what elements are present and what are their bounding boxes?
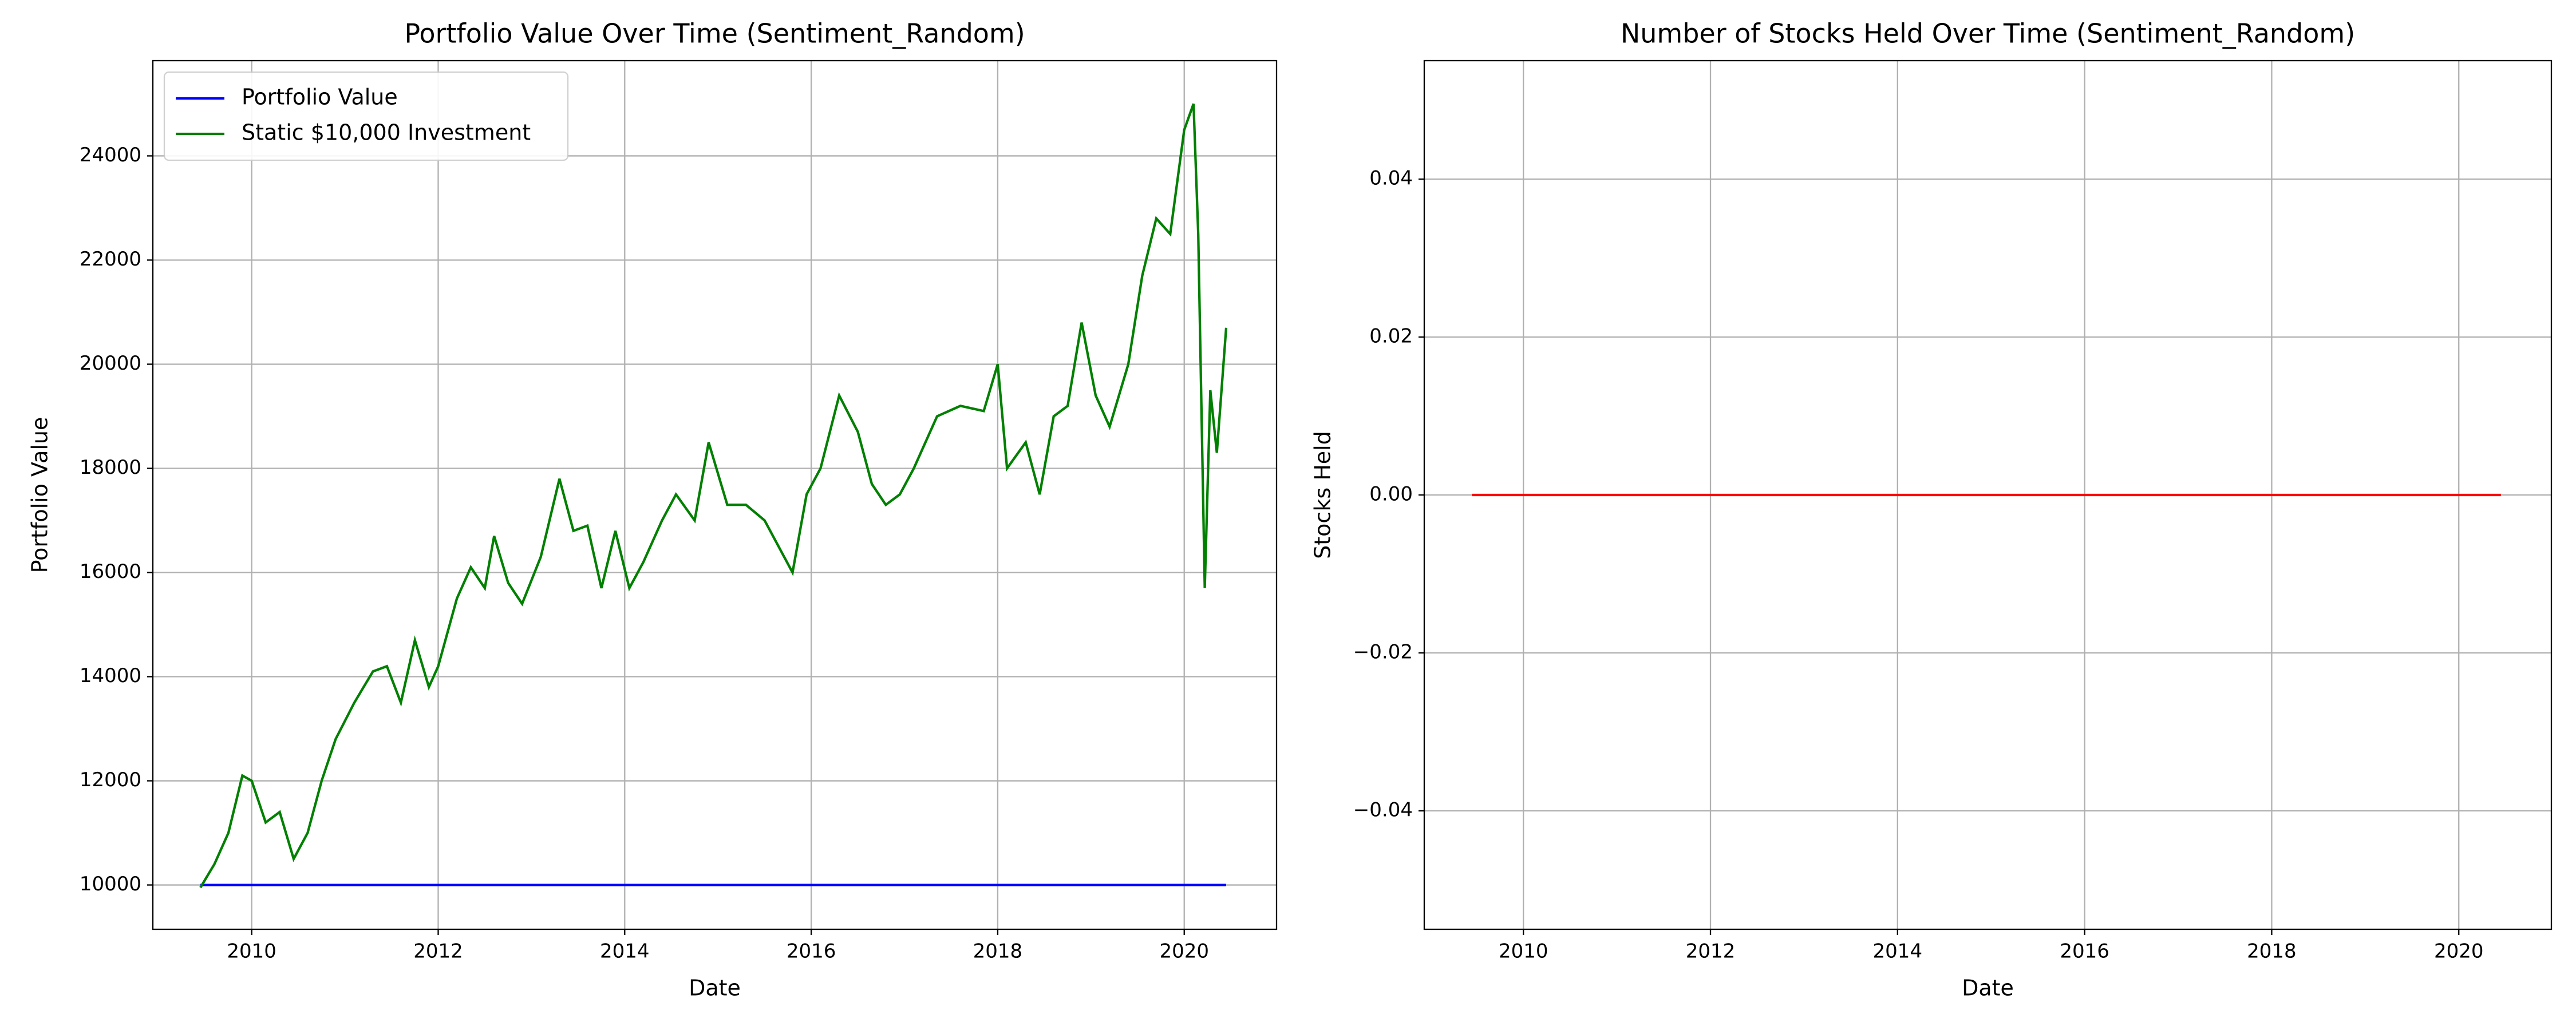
y-tick-label: 0.04 — [1369, 167, 1413, 190]
y-tick-label: −0.02 — [1353, 641, 1413, 664]
chart-title: Portfolio Value Over Time (Sentiment_Ran… — [404, 18, 1025, 49]
y-tick-label: −0.04 — [1353, 799, 1413, 822]
chart-panel: Portfolio Value Over Time (Sentiment_Ran… — [27, 18, 1278, 1001]
x-tick-label: 2012 — [413, 940, 463, 963]
y-tick-label: 0.00 — [1369, 483, 1413, 506]
chart-title: Number of Stocks Held Over Time (Sentime… — [1621, 18, 2355, 49]
y-tick-label: 0.02 — [1369, 325, 1413, 348]
x-axis-label: Date — [1962, 976, 2014, 1001]
x-tick-label: 2010 — [227, 940, 276, 963]
x-axis-label: Date — [689, 976, 741, 1001]
x-tick-label: 2016 — [2060, 940, 2109, 963]
y-tick-label: 16000 — [80, 560, 141, 583]
y-tick-label: 14000 — [80, 664, 141, 687]
y-tick-label: 12000 — [80, 768, 141, 791]
plot-frame — [1423, 60, 2553, 930]
y-tick-label: 10000 — [80, 873, 141, 896]
y-tick-label: 20000 — [80, 352, 141, 375]
chart-panel: Number of Stocks Held Over Time (Sentime… — [1310, 18, 2553, 1001]
plot-frame — [152, 60, 1278, 930]
y-tick-label: 18000 — [80, 456, 141, 479]
legend-label: Portfolio Value — [242, 85, 398, 110]
x-tick-label: 2010 — [1499, 940, 1548, 963]
x-tick-label: 2018 — [2247, 940, 2297, 963]
x-tick-label: 2016 — [787, 940, 836, 963]
legend-box — [163, 71, 569, 161]
y-tick-label: 24000 — [80, 144, 141, 167]
x-tick-label: 2020 — [1159, 940, 1209, 963]
y-axis-label: Portfolio Value — [27, 417, 53, 573]
y-tick-label: 22000 — [80, 248, 141, 271]
series-line — [199, 103, 1228, 889]
x-tick-label: 2018 — [973, 940, 1023, 963]
x-tick-label: 2020 — [2434, 940, 2484, 963]
x-tick-label: 2014 — [1873, 940, 1923, 963]
legend-label: Static $10,000 Investment — [242, 120, 531, 145]
y-axis-label: Stocks Held — [1310, 431, 1336, 559]
x-tick-label: 2012 — [1686, 940, 1736, 963]
x-tick-label: 2014 — [600, 940, 650, 963]
